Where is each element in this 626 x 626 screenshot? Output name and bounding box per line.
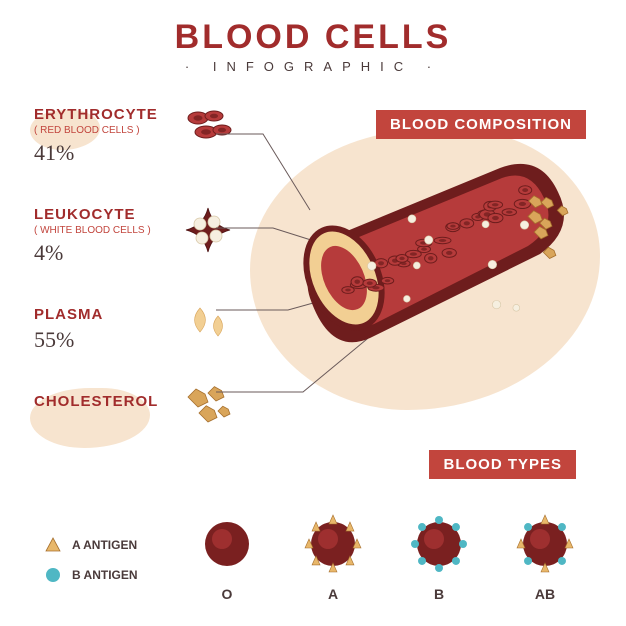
antigen-legend: A ANTIGEN B ANTIGEN [44, 536, 138, 596]
comp-item-leukocyte: LEUKOCYTE ( WHITE BLOOD CELLS ) 4% [34, 206, 214, 266]
type-a: A [302, 513, 364, 602]
type-label: B [408, 586, 470, 602]
type-b: B [408, 513, 470, 602]
type-label: AB [514, 586, 576, 602]
comp-item-plasma: PLASMA 55% [34, 306, 214, 353]
comp-item-cholesterol: CHOLESTEROL [34, 393, 214, 410]
legend-a-antigen: A ANTIGEN [44, 536, 138, 554]
type-ab: AB [514, 513, 576, 602]
b-antigen-icon [44, 566, 62, 584]
type-label: A [302, 586, 364, 602]
badge-types: BLOOD TYPES [429, 450, 576, 479]
comp-item-erythrocyte: ERYTHROCYTE ( RED BLOOD CELLS ) 41% [34, 106, 214, 166]
a-antigen-icon [44, 536, 62, 554]
blood-types-row: O A B AB [196, 513, 576, 602]
header: BLOOD CELLS · INFOGRAPHIC · [0, 0, 626, 74]
page-title: BLOOD CELLS [0, 18, 626, 57]
rbc-icon [180, 102, 236, 158]
type-o: O [196, 513, 258, 602]
legend-label: A ANTIGEN [72, 538, 137, 552]
wbc-icon [180, 202, 236, 258]
legend-b-antigen: B ANTIGEN [44, 566, 138, 584]
legend-label: B ANTIGEN [72, 568, 138, 582]
plasma-icon [180, 294, 236, 350]
cholesterol-icon [180, 375, 236, 431]
composition-list: ERYTHROCYTE ( RED BLOOD CELLS ) 41% LEUK… [34, 106, 214, 410]
type-label: O [196, 586, 258, 602]
blood-vessel-illustration [290, 158, 580, 378]
badge-composition: BLOOD COMPOSITION [376, 110, 586, 139]
page-subtitle: · INFOGRAPHIC · [0, 59, 626, 74]
